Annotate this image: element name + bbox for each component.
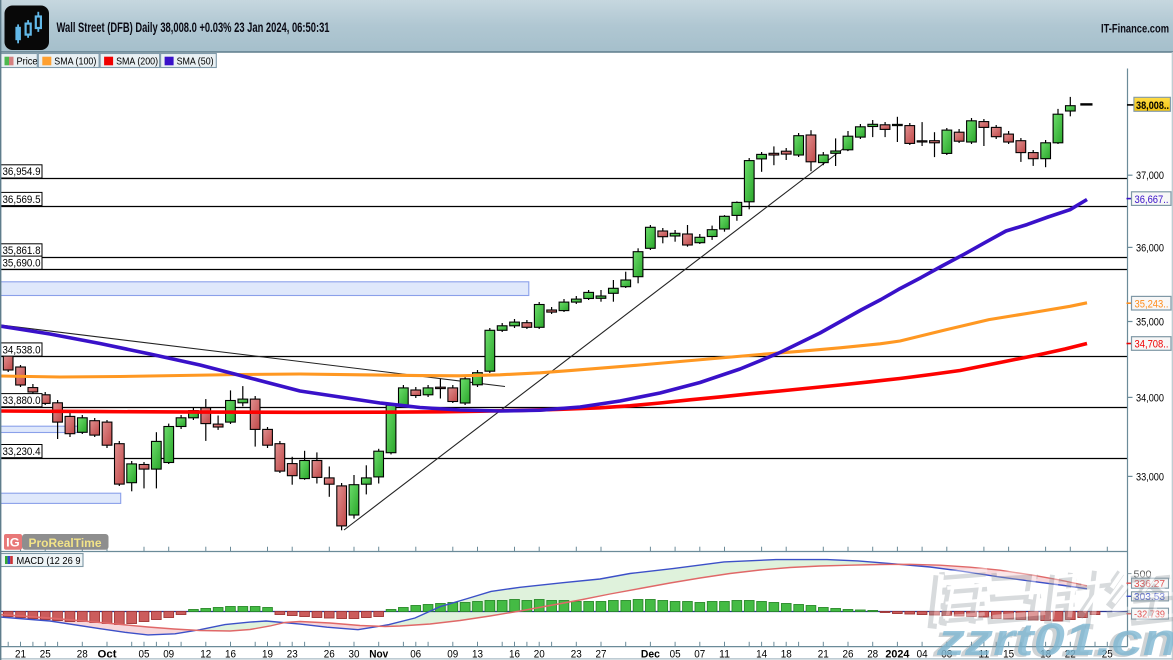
svg-text:28: 28 [77, 649, 88, 660]
svg-text:Oct: Oct [98, 649, 117, 660]
svg-text:ProRealTime: ProRealTime [29, 536, 102, 550]
svg-text:SMA (50): SMA (50) [177, 55, 214, 67]
svg-text:SMA (100): SMA (100) [54, 55, 96, 67]
svg-text:34,538.0: 34,538.0 [3, 344, 41, 356]
svg-text:09: 09 [447, 649, 458, 660]
svg-text:33,230.4: 33,230.4 [3, 446, 41, 458]
svg-text:18: 18 [781, 649, 792, 660]
svg-text:21: 21 [818, 649, 829, 660]
svg-text:11: 11 [719, 649, 730, 660]
svg-text:36,000: 36,000 [1136, 242, 1164, 254]
svg-text:zzrt01.cn: zzrt01.cn [936, 614, 1173, 660]
svg-text:36,954.9: 36,954.9 [3, 166, 41, 178]
svg-text:500: 500 [1134, 569, 1152, 581]
svg-text:IG: IG [6, 538, 20, 550]
svg-text:18: 18 [1040, 649, 1051, 660]
svg-text:35,243..: 35,243.. [1135, 298, 1169, 310]
svg-text:36,569.5: 36,569.5 [3, 194, 41, 206]
svg-text:MACD (12 26 9: MACD (12 26 9 [17, 556, 81, 567]
svg-text:303.53: 303.53 [1134, 591, 1165, 603]
svg-text:26: 26 [324, 649, 335, 660]
svg-text:Dec: Dec [641, 649, 660, 660]
svg-text:33,880.0: 33,880.0 [3, 395, 41, 407]
svg-text:34,708..: 34,708.. [1135, 339, 1169, 351]
svg-text:06: 06 [410, 649, 421, 660]
svg-text:SMA (200): SMA (200) [116, 55, 158, 67]
svg-text:25: 25 [40, 649, 51, 660]
svg-text:IT-Finance.com: IT-Finance.com [1101, 22, 1169, 36]
svg-text:21: 21 [15, 649, 26, 660]
svg-text:Price: Price [17, 55, 38, 67]
svg-text:37,000: 37,000 [1136, 170, 1164, 182]
svg-text:05: 05 [139, 649, 150, 660]
svg-text:20: 20 [534, 649, 545, 660]
svg-text:30: 30 [349, 649, 360, 660]
svg-text:05: 05 [670, 649, 681, 660]
svg-text:Nov: Nov [369, 649, 389, 660]
svg-text:08: 08 [941, 649, 952, 660]
svg-text:38,008..: 38,008.. [1136, 100, 1169, 112]
svg-text:11: 11 [978, 649, 989, 660]
svg-text:36,667..: 36,667.. [1135, 194, 1169, 206]
svg-text:-32.739: -32.739 [1134, 609, 1165, 621]
svg-text:22: 22 [1065, 649, 1076, 660]
svg-text:34,000: 34,000 [1136, 392, 1164, 404]
svg-text:2024: 2024 [885, 649, 910, 660]
svg-text:35,000: 35,000 [1136, 316, 1164, 328]
svg-text:28: 28 [867, 649, 878, 660]
svg-text:27: 27 [596, 649, 607, 660]
svg-text:336.27: 336.27 [1134, 578, 1165, 590]
svg-text:zzrt01.cn: zzrt01.cn [932, 616, 1173, 660]
svg-text:07: 07 [694, 649, 705, 660]
svg-text:Wall Street (DFB) Daily 38,008: Wall Street (DFB) Daily 38,008.0 +0.03% … [57, 19, 330, 35]
svg-text:09: 09 [163, 649, 174, 660]
svg-text:16: 16 [509, 649, 520, 660]
svg-text:13: 13 [472, 649, 483, 660]
svg-text:33,000: 33,000 [1136, 471, 1164, 483]
svg-text:16: 16 [225, 649, 236, 660]
svg-text:25: 25 [1102, 649, 1113, 660]
svg-text:35,861.8: 35,861.8 [3, 245, 41, 257]
svg-text:23: 23 [571, 649, 582, 660]
svg-text:15: 15 [1003, 649, 1014, 660]
svg-text:12: 12 [200, 649, 211, 660]
svg-text:23: 23 [287, 649, 298, 660]
svg-text:04: 04 [917, 649, 928, 660]
svg-text:19: 19 [262, 649, 273, 660]
svg-text:14: 14 [756, 649, 767, 660]
svg-text:26: 26 [843, 649, 854, 660]
svg-text:35,690.0: 35,690.0 [3, 258, 41, 270]
